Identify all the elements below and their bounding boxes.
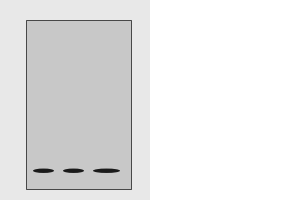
Text: 38: 38 — [6, 127, 16, 136]
Text: 250: 250 — [1, 24, 16, 33]
Text: 51: 51 — [6, 111, 16, 120]
Text: 130: 130 — [1, 60, 16, 69]
Text: 70: 70 — [6, 94, 16, 103]
Text: kDa: kDa — [12, 2, 33, 12]
Text: B: B — [70, 2, 77, 12]
Text: 28: 28 — [6, 144, 16, 153]
Text: C: C — [103, 2, 110, 12]
Text: 16: 16 — [6, 175, 16, 184]
Text: 19: 19 — [6, 166, 16, 175]
Text: A: A — [40, 2, 47, 12]
